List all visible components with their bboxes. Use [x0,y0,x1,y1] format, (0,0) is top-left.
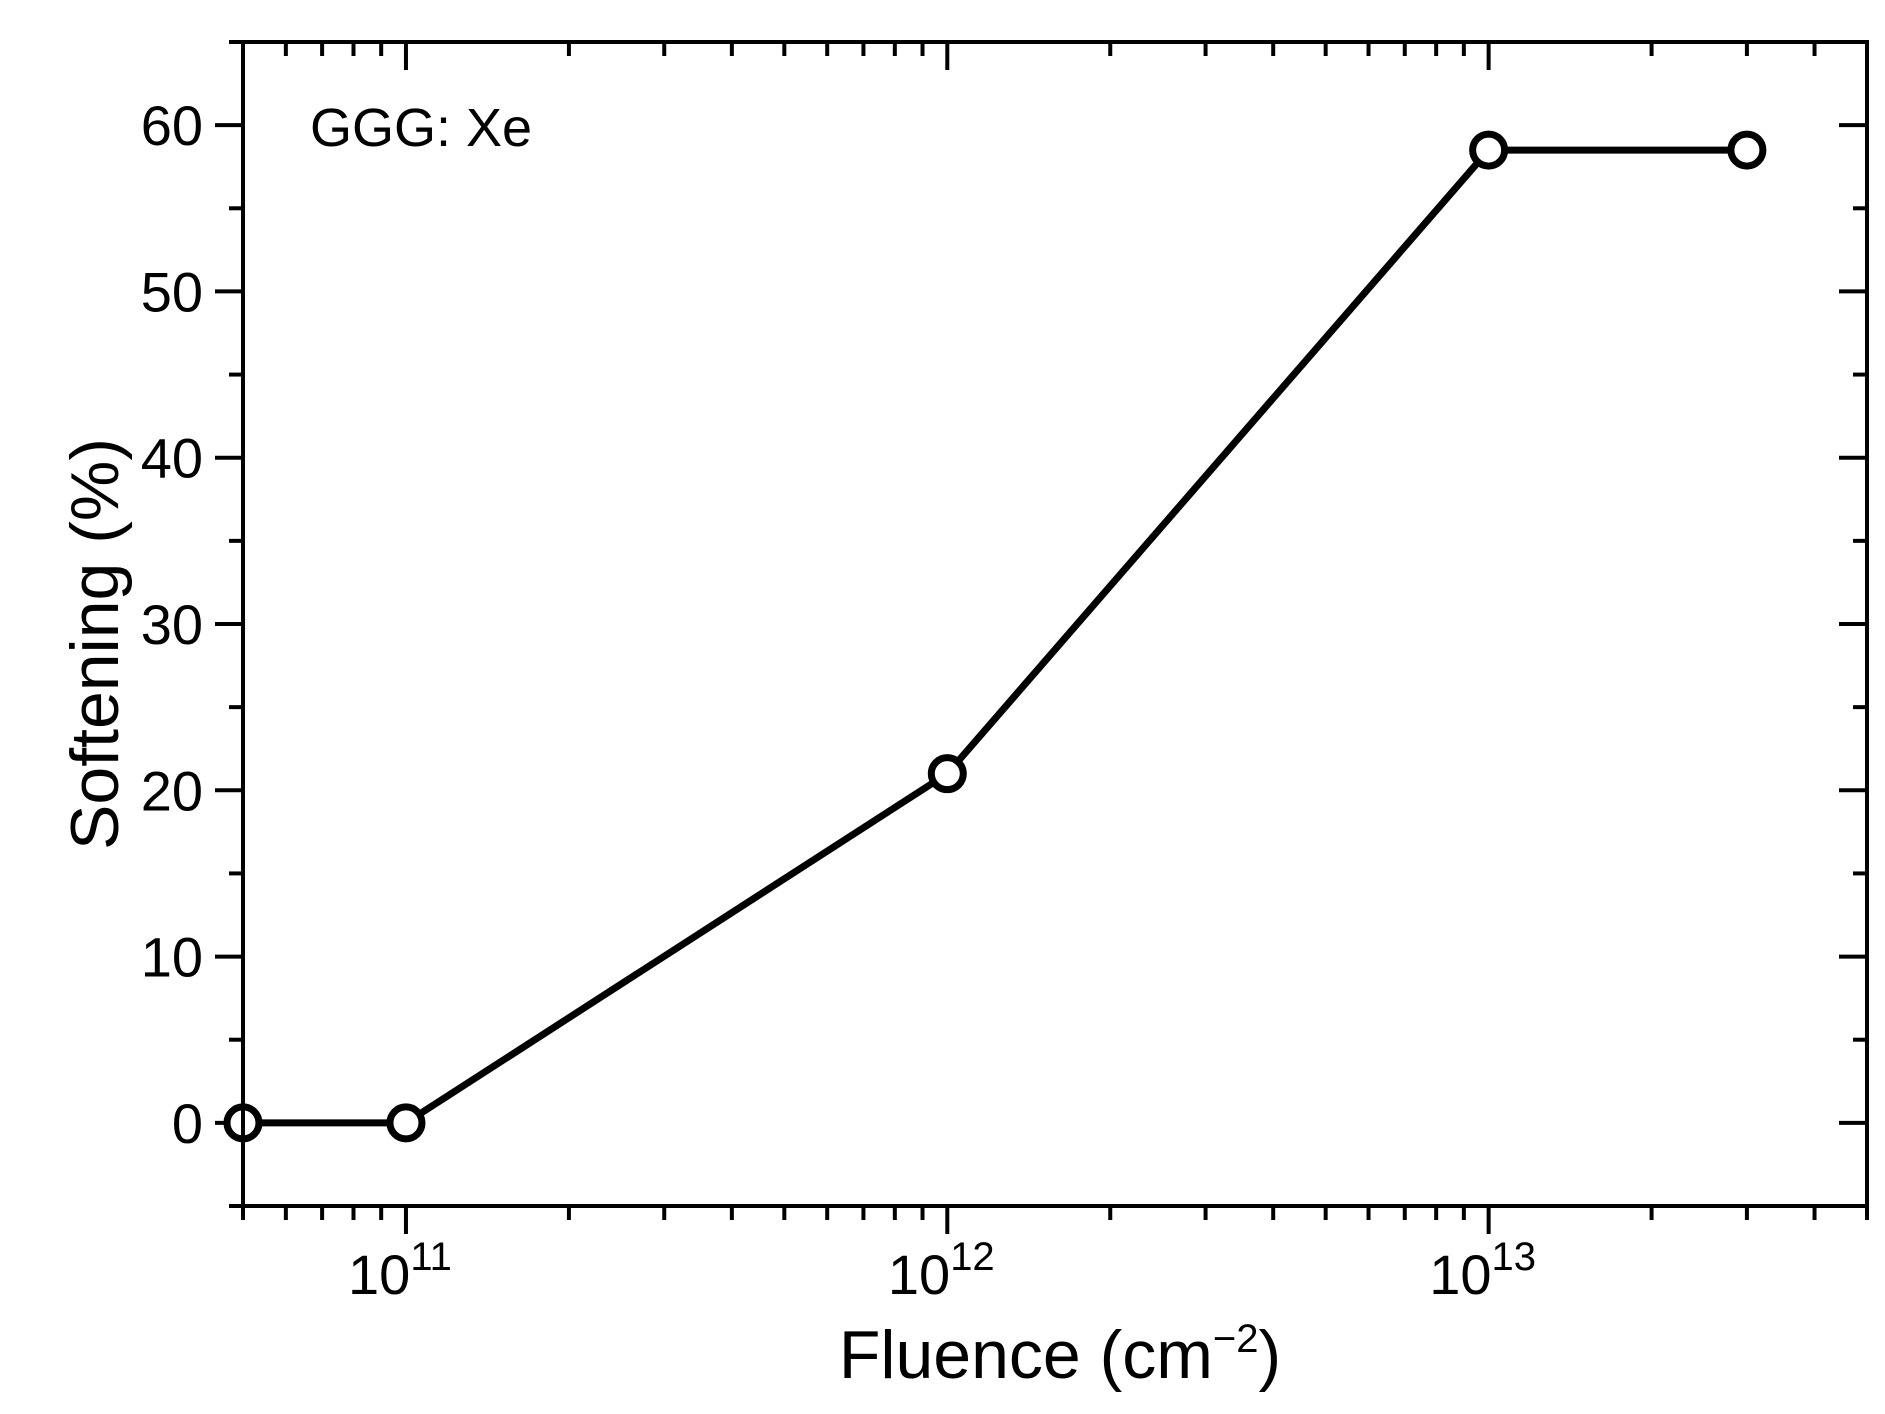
y-tick-label: 10 [141,926,203,989]
x-tick-label-exponent: 11 [410,1235,452,1279]
x-tick-label: 1011 [348,1235,452,1306]
y-tick-label: 30 [141,593,203,656]
y-tick-label: 0 [172,1092,203,1155]
x-tick-label-exponent: 13 [1492,1235,1537,1279]
x-axis-title-text: Fluence (cm [839,1317,1213,1393]
data-point [386,1103,426,1143]
y-axis-title: Softening (%) [57,438,133,850]
x-tick-label-exponent: 12 [950,1235,995,1279]
y-tick-label: 60 [141,94,203,157]
x-tick-label-base: 10 [348,1243,410,1306]
x-axis-title: Fluence (cm−2) [839,1317,1281,1393]
plot-frame [241,40,1869,1208]
series-layer [223,130,1767,1143]
data-point [1727,130,1767,170]
axis-ticks [215,40,1869,1234]
annotation-label: GGG: Xe [310,98,532,158]
series-line [243,146,1747,1127]
x-tick-label-base: 10 [1429,1243,1491,1306]
x-axis-title-close: ) [1259,1317,1282,1393]
x-tick-label: 1012 [888,1235,995,1306]
data-point [927,754,967,794]
y-tick-label: 50 [141,260,203,323]
x-tick-label: 1013 [1429,1235,1536,1306]
x-tick-label-base: 10 [888,1243,950,1306]
data-point [1469,130,1509,170]
y-tick-label: 40 [141,427,203,490]
y-tick-label: 20 [141,759,203,822]
x-axis-title-sup: −2 [1213,1317,1259,1361]
